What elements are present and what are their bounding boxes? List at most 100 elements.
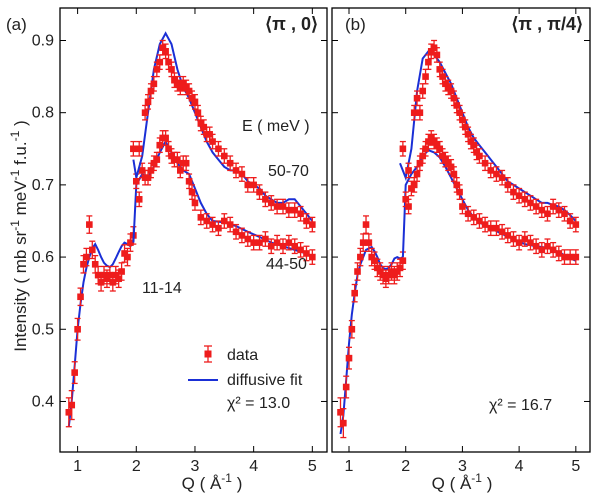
data-marker	[132, 177, 140, 185]
data-point	[68, 389, 76, 421]
data-point	[262, 231, 269, 247]
data-point	[244, 177, 252, 193]
data-marker	[191, 199, 199, 207]
data-point	[549, 198, 557, 215]
data-marker	[285, 206, 293, 214]
data-marker	[115, 275, 122, 283]
data-marker	[561, 253, 568, 261]
data-point	[203, 213, 211, 229]
data-point	[250, 234, 257, 251]
data-marker	[88, 246, 96, 254]
data-marker	[351, 289, 358, 297]
data-point	[515, 187, 523, 204]
data-marker	[359, 239, 367, 246]
data-point	[118, 262, 125, 281]
data-marker	[121, 250, 128, 257]
data-marker	[244, 235, 252, 243]
data-marker	[487, 167, 495, 174]
data-marker	[127, 239, 134, 246]
data-marker	[273, 203, 281, 210]
y-tick-label: 0.6	[32, 249, 54, 266]
data-marker	[297, 210, 304, 218]
data-marker	[94, 271, 102, 279]
data-point	[303, 245, 310, 262]
data-marker	[419, 87, 427, 95]
data-point	[285, 234, 293, 251]
data-marker	[371, 257, 378, 264]
data-marker	[221, 152, 228, 160]
data-point	[413, 166, 421, 182]
y-axis-label: Intensity ( mb sr-1 meV-1 f.u.-1 )	[8, 120, 30, 351]
data-marker	[473, 149, 480, 156]
data-point	[464, 205, 472, 222]
data-marker	[215, 145, 222, 153]
data-point	[162, 130, 169, 146]
data-point	[470, 209, 478, 226]
data-marker	[285, 239, 293, 246]
data-point	[493, 166, 500, 182]
data-marker	[442, 156, 449, 163]
data-marker	[83, 253, 90, 261]
data-marker	[444, 84, 452, 91]
data-point	[83, 247, 90, 267]
data-marker	[77, 293, 84, 301]
data-marker	[515, 192, 523, 200]
panel-a-series-11-14	[65, 215, 137, 428]
data-marker	[250, 181, 257, 189]
data-point	[238, 227, 246, 244]
data-point	[487, 220, 495, 237]
data-marker	[168, 152, 175, 160]
data-marker	[388, 268, 395, 275]
data-marker	[162, 48, 169, 55]
data-marker	[135, 196, 143, 203]
x-tick-label: 4	[515, 458, 524, 475]
data-marker	[97, 279, 105, 286]
range-low-label: 11-14	[142, 280, 182, 297]
data-marker	[425, 138, 432, 145]
data-point	[291, 238, 299, 255]
data-marker	[521, 235, 529, 243]
data-marker	[303, 217, 310, 225]
data-marker	[393, 268, 401, 275]
data-marker	[144, 98, 152, 106]
data-marker	[405, 203, 412, 210]
x-axis-label-b: Q ( Å-1 )	[432, 471, 493, 493]
data-point	[297, 241, 304, 258]
data-marker	[168, 66, 175, 73]
data-point	[309, 249, 316, 265]
data-marker	[226, 221, 234, 228]
data-point	[566, 249, 574, 265]
data-point	[476, 148, 483, 164]
data-point	[504, 177, 512, 193]
data-point	[342, 375, 350, 399]
data-marker	[109, 279, 117, 286]
data-marker	[555, 206, 563, 214]
data-point	[515, 234, 523, 251]
range-high-label: 50-70	[268, 163, 309, 180]
data-point	[544, 238, 551, 255]
data-marker	[399, 257, 407, 264]
data-point	[345, 346, 353, 370]
data-marker	[416, 109, 424, 116]
data-marker	[515, 239, 523, 246]
data-marker	[405, 167, 412, 174]
data-point	[362, 215, 370, 234]
data-point	[71, 361, 78, 385]
panel-b-q-label: ⟨π , π/4⟩	[511, 14, 583, 34]
data-marker	[459, 203, 466, 210]
data-marker	[188, 188, 196, 196]
range-mid-label: 44-50	[266, 256, 307, 273]
data-marker	[68, 401, 76, 409]
data-marker	[357, 253, 364, 261]
data-marker	[476, 152, 483, 160]
data-marker	[118, 268, 125, 275]
data-point	[572, 249, 580, 265]
data-marker	[74, 325, 81, 333]
data-point	[521, 191, 529, 208]
panel-a-frame	[59, 7, 328, 453]
data-marker	[91, 260, 99, 268]
data-marker	[171, 76, 178, 84]
y-tick-label: 0.8	[32, 105, 54, 122]
data-marker	[159, 44, 166, 52]
data-marker	[410, 109, 418, 116]
